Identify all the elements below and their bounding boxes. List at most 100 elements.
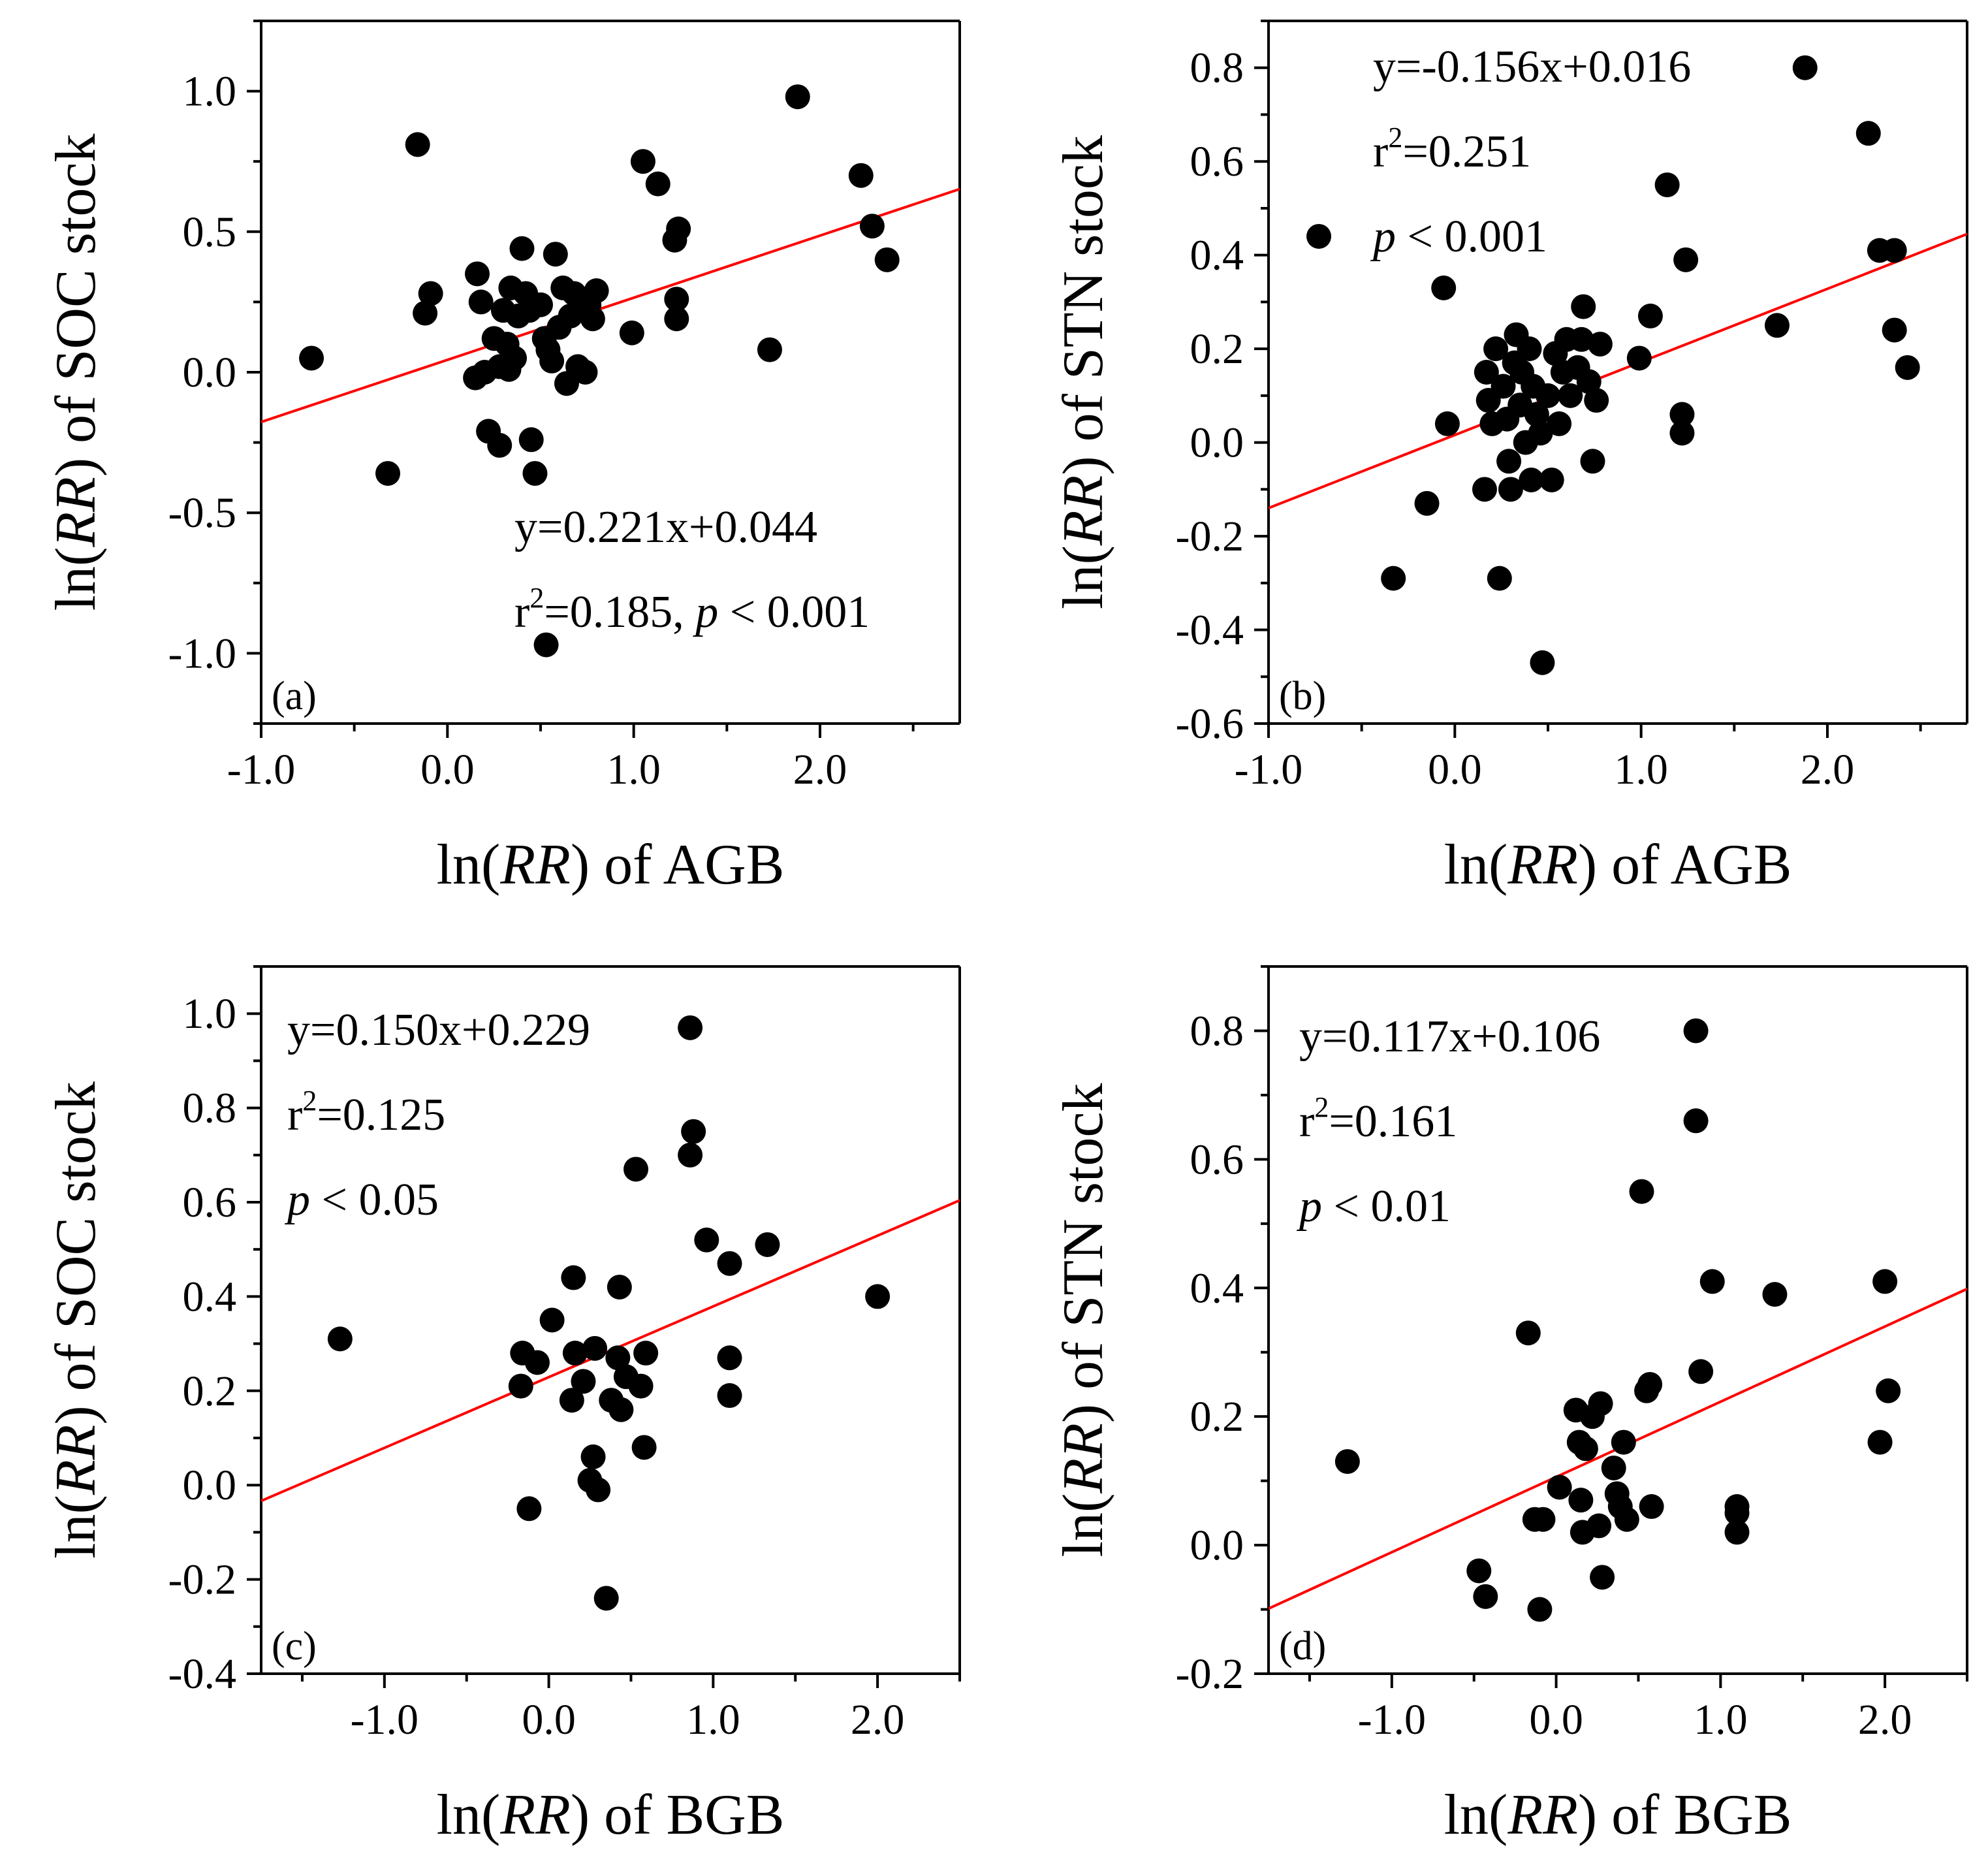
data-point <box>865 1284 891 1309</box>
y-tick-label: 0.2 <box>1190 325 1244 373</box>
data-point <box>681 1119 706 1144</box>
data-point <box>1895 355 1920 380</box>
panel-label: (d) <box>1279 1624 1326 1668</box>
y-tick-label: 0.6 <box>1190 1136 1244 1183</box>
data-point <box>1637 1371 1663 1397</box>
data-point <box>1654 172 1680 198</box>
data-point <box>717 1383 742 1409</box>
data-point <box>608 1397 634 1422</box>
data-point <box>1683 1018 1709 1044</box>
data-point <box>539 1307 565 1333</box>
data-point <box>561 1265 586 1290</box>
panel-label: (b) <box>1279 674 1326 718</box>
x-tick-label: 0.0 <box>1428 746 1482 793</box>
data-point <box>1473 1584 1498 1609</box>
data-point <box>1547 1475 1572 1500</box>
data-point <box>543 242 568 267</box>
y-tick-label: 0.2 <box>1190 1393 1244 1441</box>
data-point <box>1882 317 1907 343</box>
x-tick-label: 0.0 <box>420 746 475 793</box>
data-point <box>464 261 490 287</box>
data-point <box>593 1586 619 1611</box>
y-tick-label: -0.2 <box>168 1556 236 1604</box>
data-point <box>1792 55 1818 80</box>
data-point <box>757 337 782 362</box>
panel-c: -1.0 0.0 1.0 2.0 -0.4 -0.2 0.0 0.2 0.4 0.6 0.8 1.0 (… <box>44 965 961 1847</box>
y-tick-label: 0.2 <box>183 1367 237 1415</box>
x-tick-label: -1.0 <box>351 1696 418 1744</box>
data-point <box>1576 369 1601 394</box>
data-point <box>562 1341 588 1366</box>
y-tick-label: 0.8 <box>183 1085 237 1132</box>
data-point <box>755 1232 780 1257</box>
data-point <box>1431 275 1457 300</box>
x-tick-label: 2.0 <box>1858 1696 1912 1744</box>
annotation-2: p < 0.01 <box>1296 1181 1451 1232</box>
data-point <box>1483 336 1509 362</box>
data-point <box>1639 1494 1664 1520</box>
data-point <box>1872 1269 1898 1294</box>
data-point <box>1519 467 1544 492</box>
data-point <box>631 1435 657 1460</box>
x-axis-title: ln(RR) of AGB <box>1444 833 1792 897</box>
data-point <box>619 320 644 345</box>
annotation-2: p < 0.001 <box>1370 212 1547 262</box>
y-tick-label: 0.8 <box>1190 44 1244 92</box>
data-point <box>1855 121 1881 146</box>
y-tick-label: 0.0 <box>183 349 237 396</box>
data-point <box>1547 411 1572 436</box>
y-tick-label: 0.5 <box>183 208 237 256</box>
y-tick-label: 0.6 <box>1190 138 1244 185</box>
data-point <box>1334 1449 1360 1475</box>
data-point <box>580 1444 606 1469</box>
data-point <box>1876 1378 1901 1403</box>
y-tick-label: 1.0 <box>183 990 237 1038</box>
data-point <box>1517 336 1542 362</box>
data-point <box>607 1274 632 1300</box>
data-point <box>582 1335 608 1361</box>
data-point <box>558 303 583 328</box>
data-point <box>666 216 691 242</box>
data-point <box>1306 223 1332 249</box>
data-point <box>586 1477 611 1503</box>
x-tick-label: -1.0 <box>227 746 295 793</box>
data-point <box>664 306 689 332</box>
data-point <box>516 1496 542 1522</box>
data-point <box>1673 247 1699 272</box>
data-point <box>1558 383 1583 408</box>
data-point <box>1536 383 1560 408</box>
y-axis-title: ln(RR) of STN stock <box>1052 1083 1115 1557</box>
data-point <box>1683 1108 1709 1134</box>
panel-b: -1.0 0.0 1.0 2.0 -0.6 -0.4 -0.2 0.0 0.2 0.4 0.6 0.8… <box>1052 20 1968 897</box>
data-point <box>1466 1558 1492 1584</box>
data-point <box>1472 477 1497 502</box>
x-tick-label: 2.0 <box>793 746 847 793</box>
data-point <box>413 300 438 326</box>
data-point <box>1580 449 1605 474</box>
data-point <box>573 360 598 385</box>
data-point <box>664 287 689 312</box>
y-tick-label: 0.6 <box>183 1179 237 1226</box>
x-tick-label: 2.0 <box>851 1696 905 1744</box>
y-tick-label: 0.4 <box>183 1273 237 1320</box>
data-point <box>1496 449 1522 474</box>
annotation-1: r2=0.251 <box>1373 121 1531 177</box>
data-point <box>509 236 535 261</box>
x-tick-label: -1.0 <box>1358 1696 1426 1744</box>
data-point <box>605 1345 631 1371</box>
data-point <box>1724 1520 1750 1545</box>
data-point <box>1524 402 1549 427</box>
annotation-2: p < 0.05 <box>284 1175 439 1225</box>
y-axis-title: ln(RR) of SOC stock <box>44 134 108 611</box>
data-point <box>1882 238 1907 263</box>
data-point <box>405 132 430 157</box>
data-point <box>1669 402 1695 427</box>
data-point <box>1614 1507 1639 1532</box>
data-point <box>494 331 520 357</box>
panel-label: (a) <box>272 674 317 718</box>
y-tick-label: -0.5 <box>168 489 236 537</box>
annotation-0: y=0.221x+0.044 <box>514 502 817 552</box>
data-point <box>1586 1513 1612 1539</box>
data-point <box>1498 477 1523 502</box>
data-point <box>874 247 900 272</box>
